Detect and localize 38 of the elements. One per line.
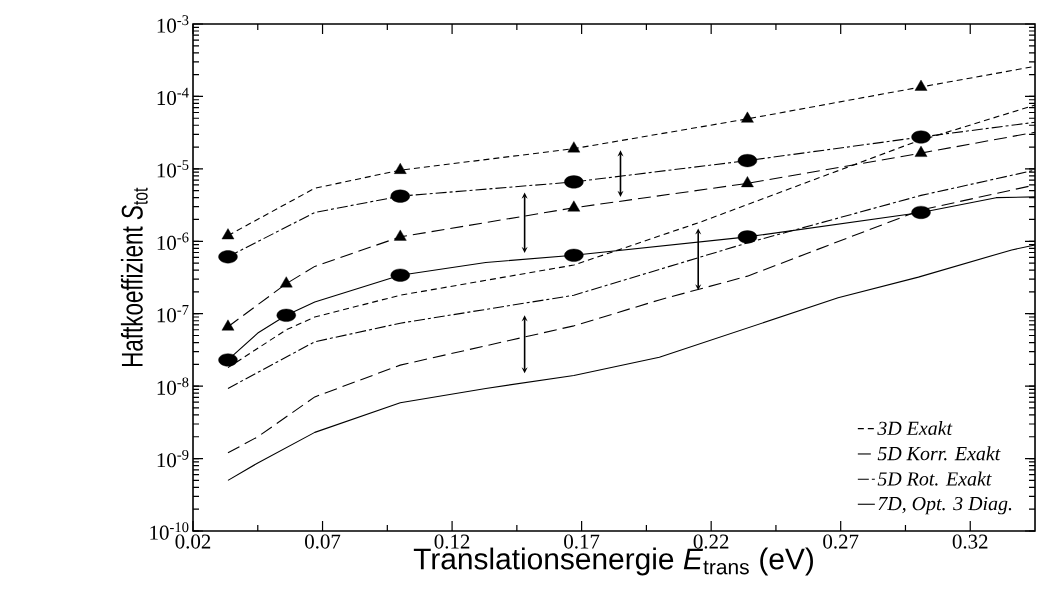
x-tick-label: 0.17	[564, 534, 600, 549]
point	[911, 205, 931, 219]
legend-label: 5D Korr. Exakt	[877, 446, 1001, 461]
point	[394, 229, 407, 241]
point	[914, 145, 928, 157]
point	[911, 130, 931, 144]
point	[741, 176, 754, 188]
point	[221, 228, 235, 240]
y-tick-label: 10$^{-4}$	[157, 87, 189, 106]
point	[218, 250, 238, 264]
legend-label: 3D Exakt	[877, 421, 953, 436]
point	[914, 79, 928, 91]
point	[221, 319, 235, 331]
y-axis-title: Haftkoeffizient S$_{tot}$	[120, 187, 148, 367]
point	[567, 141, 581, 153]
point	[567, 200, 581, 212]
point	[394, 162, 407, 174]
x-tick-label: 0.22	[693, 534, 729, 549]
x-tick-label: 0.32	[952, 534, 988, 549]
x-tick-label: 0.07	[305, 534, 341, 549]
y-tick-label: 10$^{-6}$	[157, 232, 189, 250]
x-tick-label: 0.12	[434, 534, 470, 549]
point	[741, 111, 754, 123]
y-tick-label: 10$^{-3}$	[157, 15, 189, 33]
x-tick-label: 0.27	[823, 534, 859, 549]
legend-label: 7D, Opt. 3 Diag.	[878, 496, 1012, 515]
legend-label: 5D Rot. Exakt	[877, 471, 992, 486]
point	[280, 276, 293, 288]
point	[564, 175, 584, 189]
point	[564, 248, 584, 262]
y-tick-label: 10$^{-8}$	[157, 377, 189, 395]
y-tick-label: 10$^{-5}$	[157, 160, 189, 178]
y-tick-label: 10$^{-7}$	[157, 305, 189, 323]
point	[218, 353, 238, 367]
y-tick-label: 10$^{-9}$	[157, 449, 189, 468]
point	[390, 268, 410, 282]
point	[276, 308, 296, 322]
point	[390, 189, 410, 203]
